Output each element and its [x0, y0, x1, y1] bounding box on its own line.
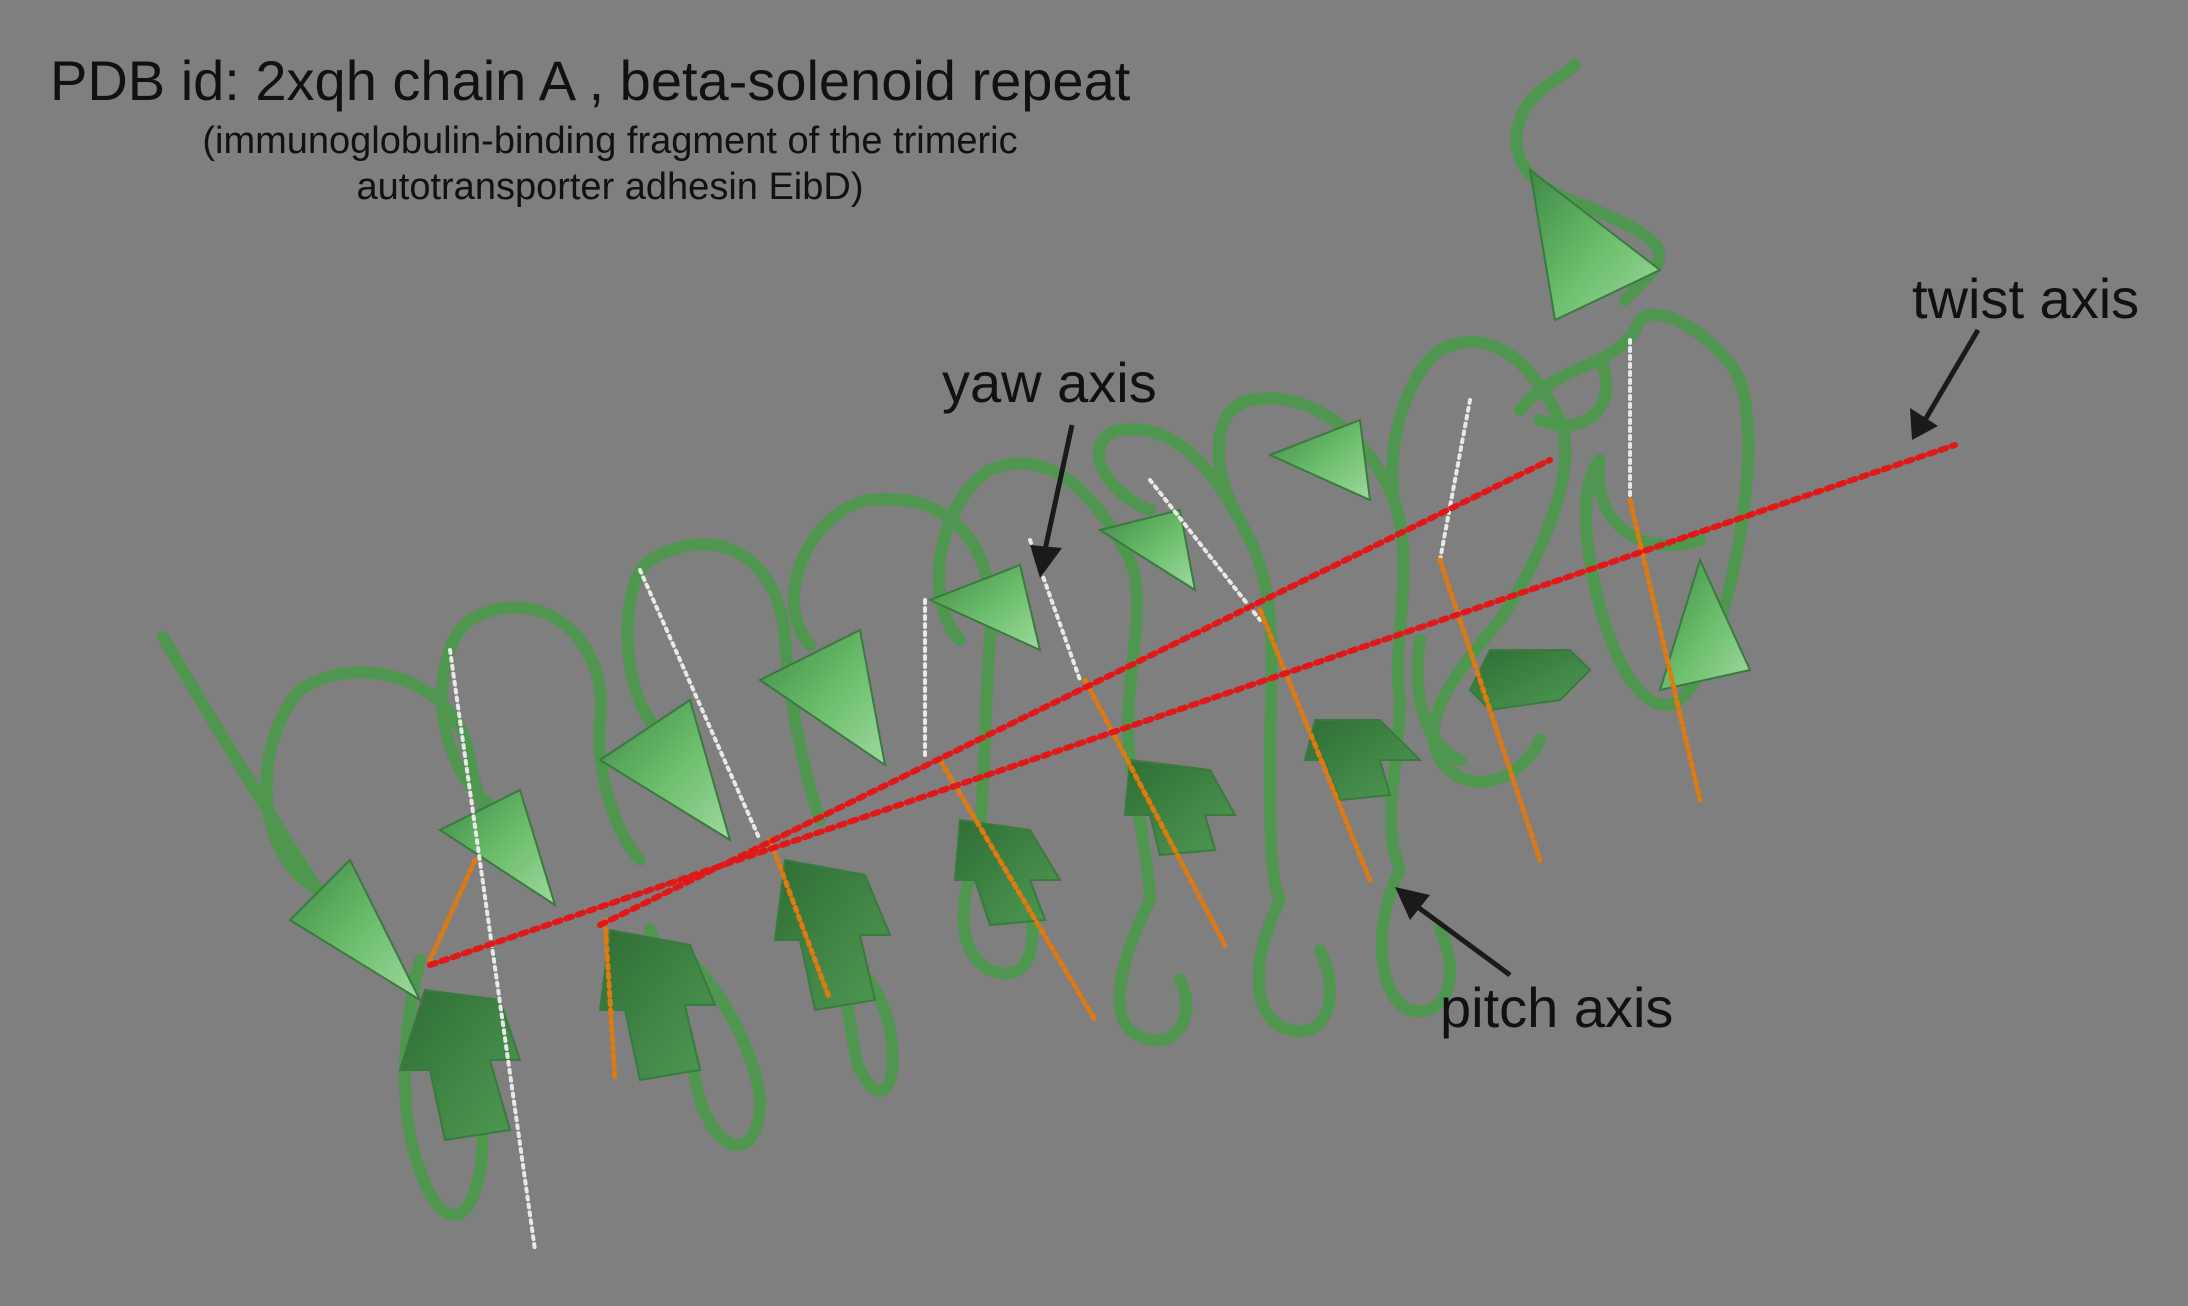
pitch-axis-label: pitch axis: [1440, 976, 1674, 1039]
pitch-axis-lines: [427, 497, 1703, 1083]
figure-title: PDB id: 2xqh chain A , beta-solenoid rep…: [50, 49, 1131, 112]
yaw-axis-label: yaw axis: [942, 351, 1157, 414]
pitch-arrow: [1395, 887, 1512, 978]
yaw-arrow: [1030, 424, 1075, 578]
protein-backbone-tube: [157, 59, 1755, 1221]
subtitle-line-2: autotransporter adhesin EibD): [356, 166, 864, 208]
annotation-arrows: [1030, 328, 1981, 978]
figure-subtitle: (immunoglobulin-binding fragment of the …: [140, 118, 1080, 210]
twist-axis-label: twist axis: [1912, 267, 2140, 330]
yaw-axis-lines: [448, 338, 1632, 1252]
subtitle-line-1: (immunoglobulin-binding fragment of the …: [202, 120, 1018, 162]
twist-arrow: [1910, 328, 1981, 440]
twist-axis-line: [427, 442, 1958, 968]
beta-strand-sheets: [288, 167, 1752, 1142]
